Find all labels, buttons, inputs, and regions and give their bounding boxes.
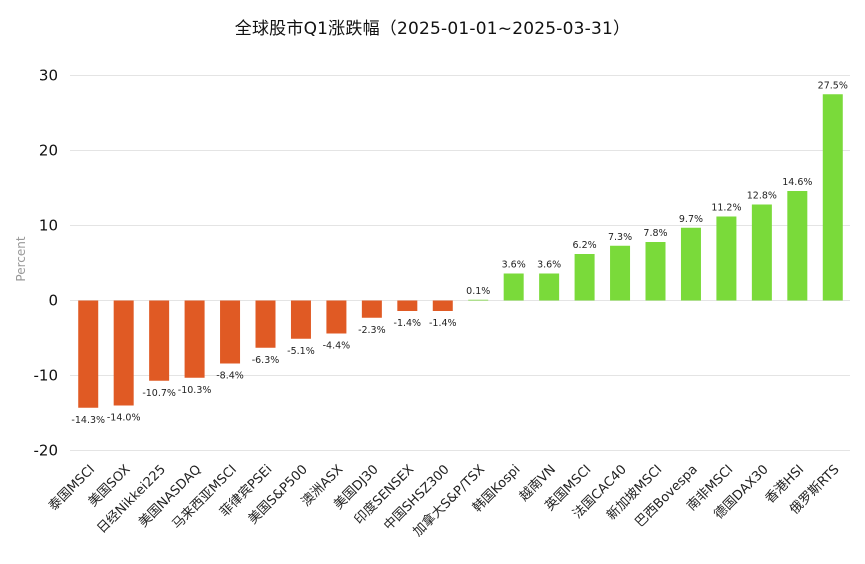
y-tick-label: 30 (39, 67, 58, 85)
bar (220, 300, 241, 364)
data-label: 12.8% (747, 191, 777, 202)
y-tick-label: 0 (48, 292, 58, 310)
y-tick-label: -10 (34, 367, 59, 385)
bar (751, 204, 772, 301)
data-labels: -14.3% -14.0%-10.7% -10.3%-8.4%-6.3%-5.1% -… (71, 80, 847, 426)
data-label: 3.6% (537, 260, 561, 271)
data-label: 11.2% (711, 203, 741, 214)
data-label: 6.2% (573, 240, 597, 251)
x-axis-categories: 泰国MSCI美国SOX日经Nikkei225美国NASDAQ马来西亚MSCI菲律… (46, 461, 842, 539)
data-label: -14.0% (107, 413, 141, 424)
bar (78, 300, 99, 408)
bar (397, 300, 418, 311)
bar (574, 254, 595, 301)
bar (432, 300, 453, 311)
bar (255, 300, 276, 348)
y-tick-label: 20 (39, 142, 58, 160)
bar (680, 227, 701, 301)
y-axis-label: Percent (14, 236, 28, 281)
data-label: -1.4% (394, 318, 422, 329)
bar (787, 191, 808, 301)
data-label: 7.8% (643, 228, 667, 239)
data-label: 14.6% (782, 177, 812, 188)
data-label: -8.4% (216, 371, 244, 382)
data-label: 9.7% (679, 214, 703, 225)
bar (610, 245, 631, 301)
data-label: 0.1% (466, 286, 490, 297)
y-tick-label: -20 (34, 442, 59, 460)
data-label: -5.1% (287, 346, 315, 357)
data-label: -1.4% (429, 318, 457, 329)
data-label: -10.7% (142, 388, 176, 399)
bar (184, 300, 205, 378)
bar (149, 300, 170, 381)
bar (361, 300, 382, 318)
bar (716, 216, 737, 301)
bars (78, 94, 843, 408)
data-label: 7.3% (608, 232, 632, 243)
bar (326, 300, 347, 334)
bar (645, 242, 666, 301)
bar (503, 273, 524, 301)
y-tick-label: 10 (39, 217, 58, 235)
data-label: -6.3% (252, 355, 280, 366)
bar (822, 94, 843, 301)
data-label: 3.6% (502, 260, 526, 271)
data-label: -14.3% (71, 415, 105, 426)
bar (113, 300, 134, 406)
data-label: -4.4% (323, 341, 351, 352)
bar (539, 273, 560, 301)
data-label: -10.3% (178, 385, 212, 396)
x-category-label: 泰国MSCI (46, 462, 98, 514)
chart-title: 全球股市Q1涨跌幅（2025-01-01~2025-03-31） (234, 19, 631, 39)
bar (468, 299, 489, 301)
y-axis-ticks: 30 20 10 0 -10 -20 (34, 67, 59, 460)
data-label: 27.5% (818, 80, 848, 91)
bar (290, 300, 311, 339)
data-label: -2.3% (358, 325, 386, 336)
